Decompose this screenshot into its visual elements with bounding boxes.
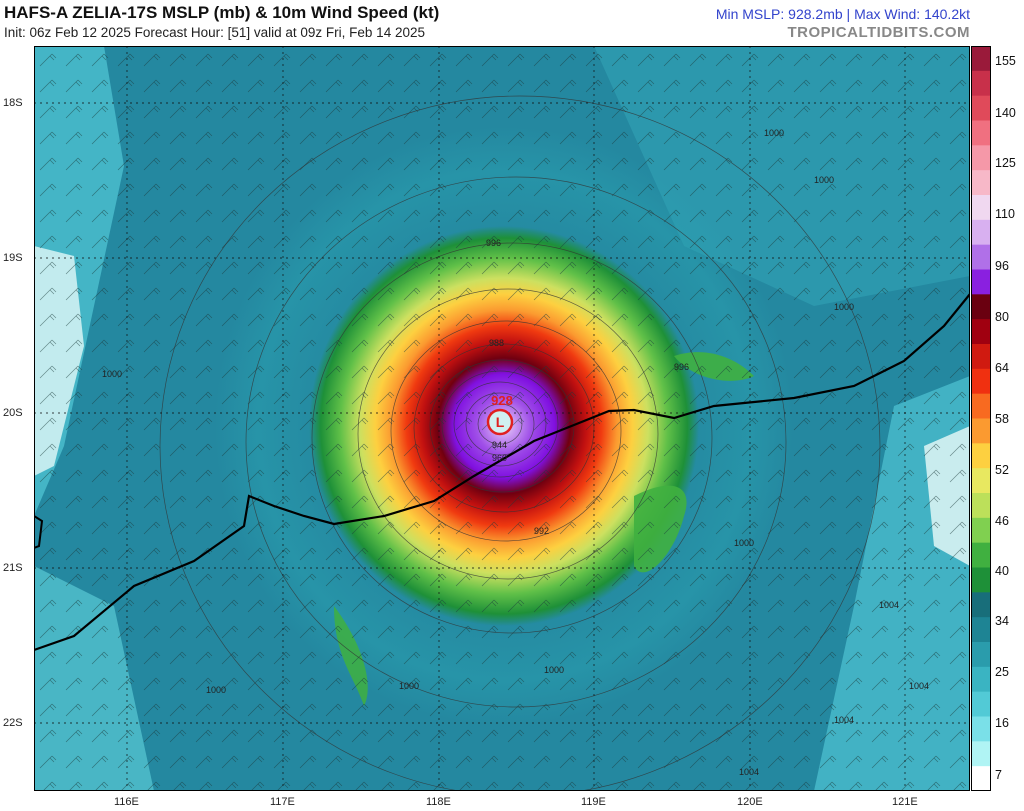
colorbar-label: 52 bbox=[995, 463, 1009, 477]
colorbar-segment bbox=[971, 219, 991, 246]
colorbar-segment bbox=[971, 269, 991, 295]
isobar-label: 1000 bbox=[734, 538, 754, 548]
colorbar-segment bbox=[971, 617, 991, 643]
lon-label: 117E bbox=[270, 796, 295, 808]
wind-map: L 928 1000 1000 1000 1000 1000 1000 1000… bbox=[34, 46, 970, 791]
colorbar-segment bbox=[971, 70, 991, 97]
colorbar-segment bbox=[971, 592, 991, 618]
colorbar-label: 46 bbox=[995, 514, 1009, 528]
colorbar-label: 40 bbox=[995, 564, 1009, 578]
colorbar-label: 25 bbox=[995, 665, 1009, 679]
coastline bbox=[34, 293, 970, 652]
colorbar-segment bbox=[971, 493, 991, 519]
colorbar-segment bbox=[971, 393, 991, 419]
lat-label: 19S bbox=[3, 252, 23, 264]
colorbar-segment bbox=[971, 195, 991, 221]
lat-label: 22S bbox=[3, 717, 23, 729]
isobar-labels: 1000 1000 1000 1000 1000 1000 1000 1000 … bbox=[102, 128, 929, 777]
isobar-label: 996 bbox=[674, 362, 689, 372]
colorbar-label: 16 bbox=[995, 716, 1009, 730]
colorbar-segment bbox=[971, 443, 991, 469]
isobar-label: 1000 bbox=[764, 128, 784, 138]
isobar-label: 988 bbox=[489, 338, 504, 348]
colorbar-label: 96 bbox=[995, 259, 1009, 273]
colorbar-label: 140 bbox=[995, 106, 1016, 120]
wind-speed-colorbar bbox=[971, 46, 991, 791]
colorbar-segment bbox=[971, 716, 991, 742]
isobar-label: 996 bbox=[486, 238, 501, 248]
lat-label: 21S bbox=[3, 562, 23, 574]
isobar-label: 1004 bbox=[909, 681, 929, 691]
storm-stats: Min MSLP: 928.2mb | Max Wind: 140.2kt bbox=[715, 6, 970, 22]
isobar-label: 992 bbox=[534, 526, 549, 536]
colorbar-segment bbox=[971, 666, 991, 693]
colorbar-label: 7 bbox=[995, 768, 1002, 782]
colorbar-segment bbox=[971, 468, 991, 494]
lat-label: 18S bbox=[3, 97, 23, 109]
isobar-label: 1004 bbox=[879, 600, 899, 610]
lon-label: 121E bbox=[892, 796, 918, 808]
isobar-label: 1000 bbox=[399, 681, 419, 691]
isobar-label: 1000 bbox=[834, 302, 854, 312]
lat-lon-grid bbox=[34, 46, 970, 791]
colorbar-segment bbox=[971, 567, 991, 593]
isobar-label: 1004 bbox=[834, 715, 854, 725]
storm-center-marker bbox=[486, 408, 514, 436]
colorbar-segment bbox=[971, 170, 991, 196]
lon-label: 116E bbox=[114, 796, 139, 808]
colorbar-segment bbox=[971, 542, 991, 568]
colorbar-label: 64 bbox=[995, 361, 1009, 375]
lon-label: 120E bbox=[737, 796, 763, 808]
isobar-label: 1000 bbox=[814, 175, 834, 185]
colorbar-segment bbox=[971, 741, 991, 767]
colorbar-segment bbox=[971, 120, 991, 146]
colorbar-segment bbox=[971, 766, 991, 791]
colorbar-segment bbox=[971, 46, 991, 72]
colorbar-segment bbox=[971, 319, 991, 345]
colorbar-segment bbox=[971, 642, 991, 668]
colorbar-segment bbox=[971, 368, 991, 395]
colorbar-label: 80 bbox=[995, 310, 1009, 324]
colorbar-segment bbox=[971, 691, 991, 717]
map-frame bbox=[34, 46, 970, 791]
colorbar-frame bbox=[971, 46, 991, 791]
coastline-west bbox=[34, 515, 44, 549]
isobars bbox=[159, 95, 881, 791]
map-subtitle: Init: 06z Feb 12 2025 Forecast Hour: [51… bbox=[4, 25, 425, 40]
lat-label: 20S bbox=[3, 407, 23, 419]
colorbar-label: 125 bbox=[995, 156, 1016, 170]
isobar-label: 960 bbox=[492, 453, 507, 463]
central-pressure-label: 928 bbox=[491, 393, 513, 408]
colorbar-segment bbox=[971, 294, 991, 320]
colorbar-segment bbox=[971, 244, 991, 270]
colorbar-label: 110 bbox=[995, 207, 1015, 221]
isobar-label: 1004 bbox=[739, 767, 759, 777]
colorbar-label: 155 bbox=[995, 54, 1016, 68]
low-pressure-symbol: L bbox=[496, 414, 505, 430]
lon-label: 118E bbox=[426, 796, 451, 808]
lon-label: 119E bbox=[581, 796, 606, 808]
isobar-label: 944 bbox=[492, 440, 507, 450]
isobar-label: 1000 bbox=[206, 685, 226, 695]
colorbar-label: 58 bbox=[995, 412, 1009, 426]
site-watermark: TROPICALTIDBITS.COM bbox=[787, 24, 970, 41]
colorbar-segment bbox=[971, 145, 991, 171]
colorbar-label: 34 bbox=[995, 614, 1009, 628]
colorbar-segment bbox=[971, 344, 991, 370]
map-title: HAFS-A ZELIA-17S MSLP (mb) & 10m Wind Sp… bbox=[4, 3, 440, 22]
isobar-label: 1000 bbox=[544, 665, 564, 675]
colorbar-segment bbox=[971, 418, 991, 444]
colorbar-segment bbox=[971, 517, 991, 544]
colorbar-segment bbox=[971, 95, 991, 121]
isobar-label: 1000 bbox=[102, 369, 122, 379]
